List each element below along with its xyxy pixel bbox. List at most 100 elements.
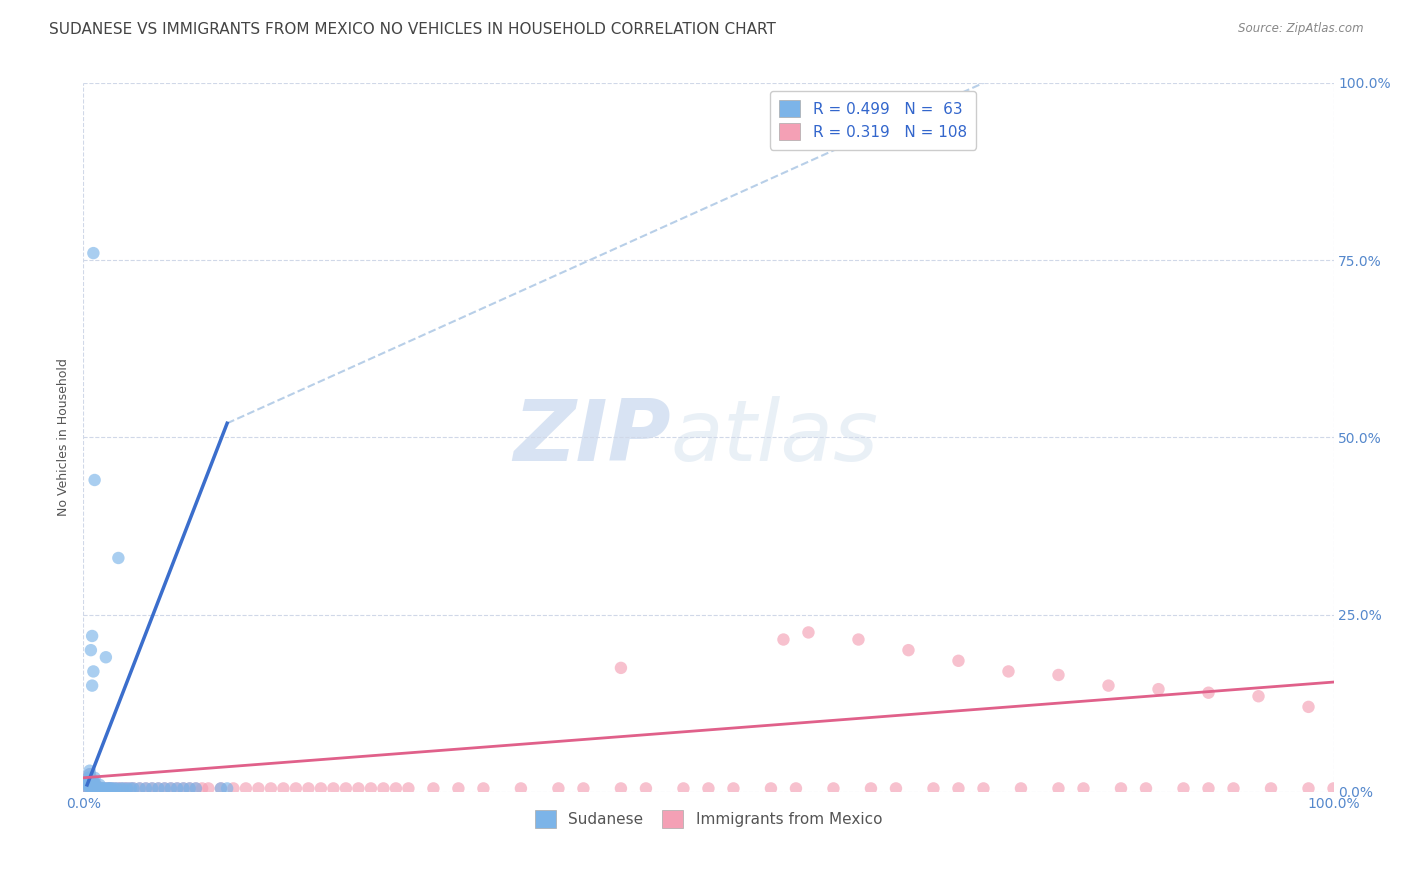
Point [184, 781, 207, 796]
Point [373, 781, 395, 796]
Point [93, 781, 115, 796]
Point [948, 781, 970, 796]
Point [115, 781, 138, 796]
Point [77, 778, 100, 792]
Point [107, 551, 129, 566]
Point [128, 781, 150, 796]
Point [110, 781, 132, 796]
Point [82, 781, 104, 796]
Point [79, 781, 101, 796]
Point [79, 772, 101, 787]
Point [1322, 781, 1344, 796]
Point [77, 781, 100, 796]
Point [98, 781, 121, 796]
Point [87, 781, 110, 796]
Point [86, 781, 108, 796]
Point [82, 778, 104, 792]
Point [80, 781, 103, 796]
Point [1260, 781, 1282, 796]
Point [79, 771, 101, 785]
Point [1147, 682, 1170, 697]
Point [79, 764, 101, 778]
Point [634, 781, 657, 796]
Point [172, 781, 194, 796]
Point [922, 781, 945, 796]
Point [83, 473, 105, 487]
Point [141, 781, 163, 796]
Point [77, 771, 100, 785]
Text: Source: ZipAtlas.com: Source: ZipAtlas.com [1239, 22, 1364, 36]
Point [697, 781, 720, 796]
Point [197, 781, 219, 796]
Point [97, 781, 120, 796]
Point [83, 776, 105, 790]
Point [77, 778, 100, 792]
Point [759, 781, 782, 796]
Point [90, 781, 112, 796]
Point [284, 781, 307, 796]
Point [110, 781, 132, 796]
Point [83, 781, 105, 796]
Point [80, 774, 103, 789]
Point [80, 643, 103, 657]
Point [80, 778, 103, 792]
Point [76, 776, 98, 790]
Point [723, 781, 745, 796]
Point [90, 781, 112, 796]
Point [97, 781, 120, 796]
Point [884, 781, 907, 796]
Point [87, 781, 110, 796]
Point [114, 781, 136, 796]
Point [572, 781, 595, 796]
Point [1097, 679, 1119, 693]
Point [447, 781, 470, 796]
Point [83, 778, 105, 792]
Point [1047, 668, 1070, 682]
Point [1298, 699, 1320, 714]
Point [823, 781, 845, 796]
Point [82, 781, 104, 796]
Point [79, 778, 101, 792]
Point [82, 246, 104, 260]
Point [260, 781, 283, 796]
Point [91, 781, 114, 796]
Point [148, 781, 170, 796]
Point [1073, 781, 1095, 796]
Point [322, 781, 344, 796]
Legend: Sudanese, Immigrants from Mexico: Sudanese, Immigrants from Mexico [529, 804, 889, 834]
Point [191, 781, 214, 796]
Point [1298, 781, 1320, 796]
Point [93, 781, 115, 796]
Point [82, 778, 104, 792]
Point [848, 632, 870, 647]
Point [184, 781, 207, 796]
Point [209, 781, 232, 796]
Point [122, 781, 145, 796]
Point [100, 781, 122, 796]
Point [82, 665, 104, 679]
Point [141, 781, 163, 796]
Text: atlas: atlas [671, 396, 879, 479]
Point [153, 781, 176, 796]
Point [82, 774, 104, 789]
Point [135, 781, 157, 796]
Point [166, 781, 188, 796]
Point [79, 767, 101, 781]
Point [972, 781, 994, 796]
Point [77, 781, 100, 796]
Point [122, 781, 145, 796]
Point [360, 781, 382, 796]
Point [80, 781, 103, 796]
Point [1109, 781, 1132, 796]
Point [1135, 781, 1157, 796]
Point [217, 781, 239, 796]
Point [897, 643, 920, 657]
Point [76, 781, 98, 796]
Point [84, 778, 107, 792]
Point [385, 781, 408, 796]
Point [166, 781, 188, 796]
Text: ZIP: ZIP [513, 396, 671, 479]
Point [84, 781, 107, 796]
Point [610, 661, 633, 675]
Point [105, 781, 128, 796]
